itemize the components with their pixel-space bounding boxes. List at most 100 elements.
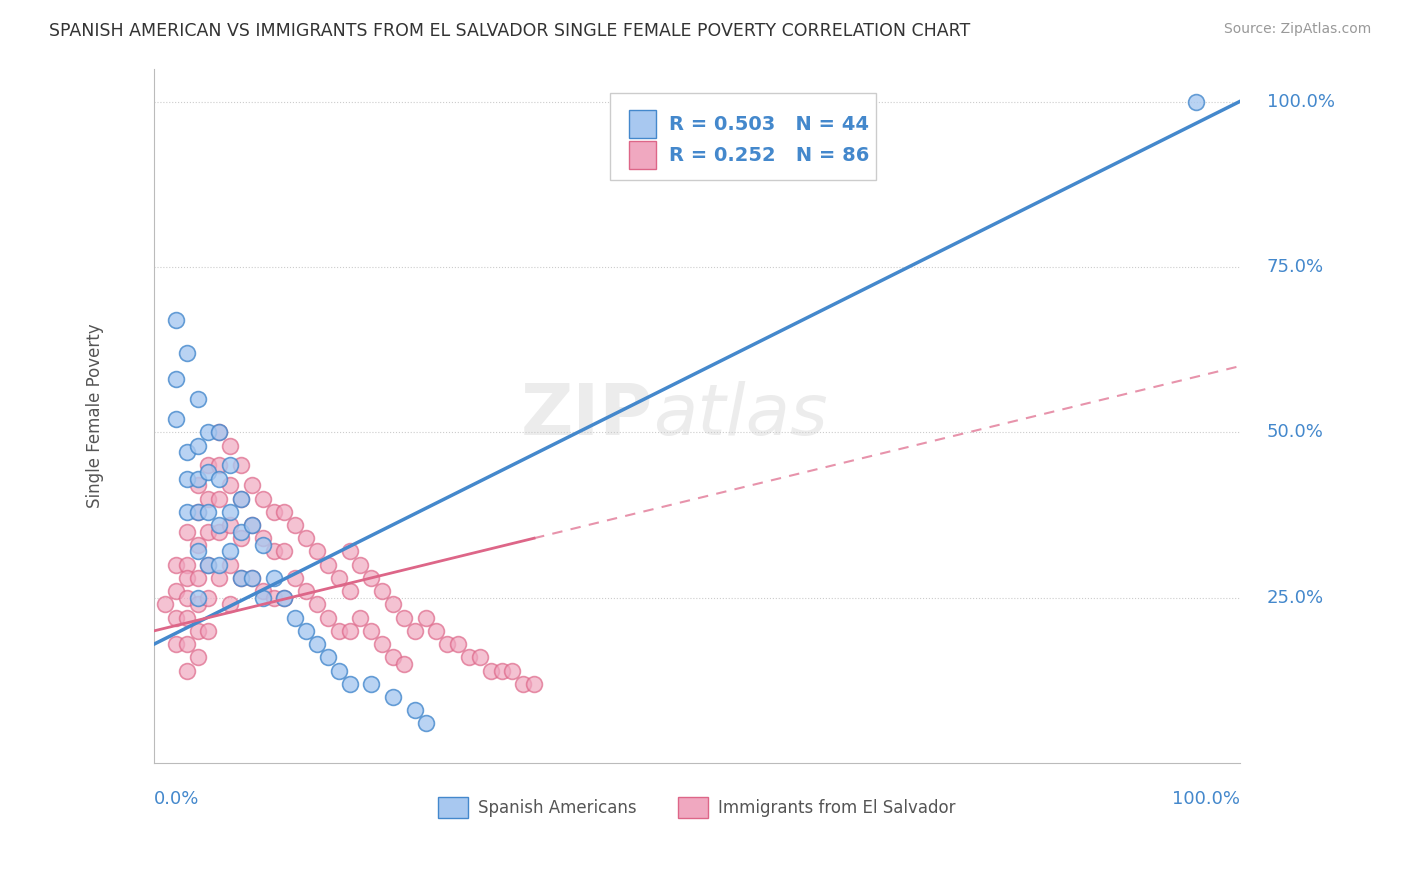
Point: [339, 584, 361, 599]
Point: [382, 690, 405, 704]
Point: [197, 458, 219, 473]
Point: [229, 531, 252, 545]
Point: [187, 650, 209, 665]
Point: [187, 624, 209, 638]
Point: [165, 372, 187, 386]
FancyBboxPatch shape: [610, 93, 876, 179]
Point: [219, 558, 242, 572]
Point: [263, 544, 285, 558]
Point: [229, 491, 252, 506]
Point: [229, 571, 252, 585]
Point: [187, 544, 209, 558]
Point: [328, 664, 350, 678]
Point: [349, 558, 371, 572]
Point: [165, 558, 187, 572]
Point: [208, 524, 231, 539]
Point: [197, 491, 219, 506]
Point: [284, 610, 307, 624]
Point: [305, 598, 328, 612]
Legend: Spanish Americans, Immigrants from El Salvador: Spanish Americans, Immigrants from El Sa…: [432, 790, 963, 824]
Text: 75.0%: 75.0%: [1267, 258, 1324, 276]
Point: [240, 478, 263, 492]
Point: [176, 505, 198, 519]
Point: [263, 505, 285, 519]
Point: [349, 610, 371, 624]
Point: [187, 538, 209, 552]
Point: [305, 637, 328, 651]
Point: [316, 650, 339, 665]
Text: atlas: atlas: [654, 381, 828, 450]
Point: [176, 472, 198, 486]
Point: [360, 624, 382, 638]
Point: [197, 524, 219, 539]
Point: [219, 478, 242, 492]
Point: [491, 664, 513, 678]
Point: [404, 624, 426, 638]
FancyBboxPatch shape: [628, 111, 655, 138]
Point: [229, 491, 252, 506]
Point: [295, 624, 318, 638]
Text: 25.0%: 25.0%: [1267, 589, 1324, 607]
Point: [339, 677, 361, 691]
Point: [176, 445, 198, 459]
Point: [229, 458, 252, 473]
Point: [1185, 95, 1208, 109]
Point: [208, 558, 231, 572]
Text: 50.0%: 50.0%: [1267, 424, 1323, 442]
Point: [284, 518, 307, 533]
Point: [187, 472, 209, 486]
Point: [197, 465, 219, 479]
Point: [176, 558, 198, 572]
Point: [328, 571, 350, 585]
Point: [219, 439, 242, 453]
Point: [176, 571, 198, 585]
Point: [219, 544, 242, 558]
Point: [219, 598, 242, 612]
Point: [458, 650, 481, 665]
Point: [523, 677, 546, 691]
Point: [328, 624, 350, 638]
Point: [176, 346, 198, 360]
Point: [371, 637, 394, 651]
Point: [208, 472, 231, 486]
Point: [187, 439, 209, 453]
Point: [197, 505, 219, 519]
Point: [187, 505, 209, 519]
Point: [229, 524, 252, 539]
Point: [165, 637, 187, 651]
Point: [208, 518, 231, 533]
Point: [316, 610, 339, 624]
Text: Source: ZipAtlas.com: Source: ZipAtlas.com: [1223, 22, 1371, 37]
Point: [240, 518, 263, 533]
Point: [219, 458, 242, 473]
Point: [219, 518, 242, 533]
Point: [273, 591, 295, 605]
Point: [252, 591, 274, 605]
Point: [447, 637, 470, 651]
Point: [187, 392, 209, 407]
Point: [436, 637, 458, 651]
Point: [479, 664, 502, 678]
Point: [165, 313, 187, 327]
Point: [468, 650, 491, 665]
Point: [165, 584, 187, 599]
Point: [252, 584, 274, 599]
Point: [360, 677, 382, 691]
Point: [176, 524, 198, 539]
Point: [415, 610, 437, 624]
Point: [273, 591, 295, 605]
Point: [339, 544, 361, 558]
Point: [305, 544, 328, 558]
Point: [187, 505, 209, 519]
Text: R = 0.252   N = 86: R = 0.252 N = 86: [669, 146, 869, 165]
Point: [382, 598, 405, 612]
Point: [240, 518, 263, 533]
Point: [219, 505, 242, 519]
Text: 100.0%: 100.0%: [1171, 789, 1240, 807]
Text: 100.0%: 100.0%: [1267, 93, 1334, 111]
Text: SPANISH AMERICAN VS IMMIGRANTS FROM EL SALVADOR SINGLE FEMALE POVERTY CORRELATIO: SPANISH AMERICAN VS IMMIGRANTS FROM EL S…: [49, 22, 970, 40]
Point: [208, 491, 231, 506]
Point: [197, 558, 219, 572]
Point: [176, 610, 198, 624]
Point: [284, 571, 307, 585]
